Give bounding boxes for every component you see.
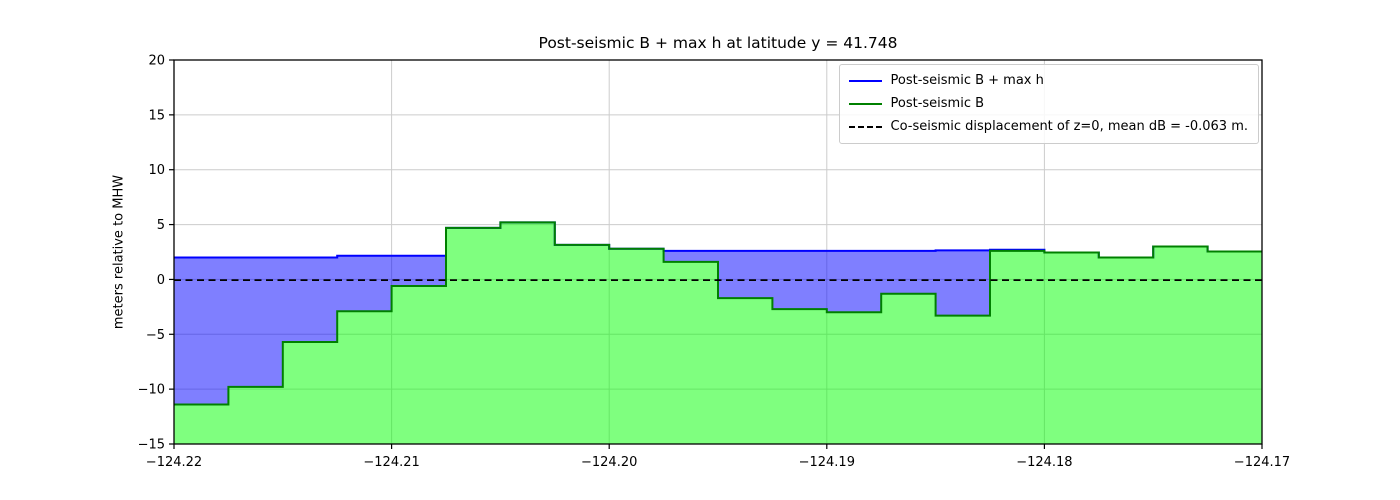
legend-label: Co-seismic displacement of z=0, mean dB …: [890, 119, 1249, 134]
x-tick-label: −124.22: [146, 455, 202, 470]
y-tick-label: −10: [138, 383, 165, 398]
y-tick-label: 0: [157, 273, 165, 288]
x-tick-label: −124.17: [1234, 455, 1290, 470]
legend-label: Post-seismic B: [890, 96, 985, 111]
y-tick-label: 20: [148, 54, 165, 69]
legend-item-post-seismic-b: Post-seismic B: [848, 95, 1249, 113]
y-tick-label: −5: [146, 328, 165, 343]
x-tick-label: −124.18: [1016, 455, 1072, 470]
legend-item-coseismic-displacement: Co-seismic displacement of z=0, mean dB …: [848, 118, 1249, 136]
plot-border: [173, 59, 1263, 445]
legend: Post-seismic B + max h Post-seismic B Co…: [838, 64, 1259, 144]
green-line-icon: [848, 103, 882, 105]
y-axis-label: meters relative to MHW: [111, 174, 127, 330]
x-tick-label: −124.20: [581, 455, 637, 470]
chart-title: Post-seismic B + max h at latitude y = 4…: [538, 34, 898, 52]
x-tick-label: −124.21: [363, 455, 419, 470]
y-tick-label: 10: [148, 163, 165, 178]
y-tick-label: 15: [148, 108, 165, 123]
legend-label: Post-seismic B + max h: [890, 73, 1044, 88]
y-tick-label: −15: [138, 438, 165, 453]
legend-item-post-seismic-b-plus-max-h: Post-seismic B + max h: [848, 72, 1249, 90]
x-tick-label: −124.19: [799, 455, 855, 470]
blue-line-icon: [848, 80, 882, 82]
dashed-line-icon: [848, 126, 882, 128]
y-tick-label: 5: [157, 218, 165, 233]
